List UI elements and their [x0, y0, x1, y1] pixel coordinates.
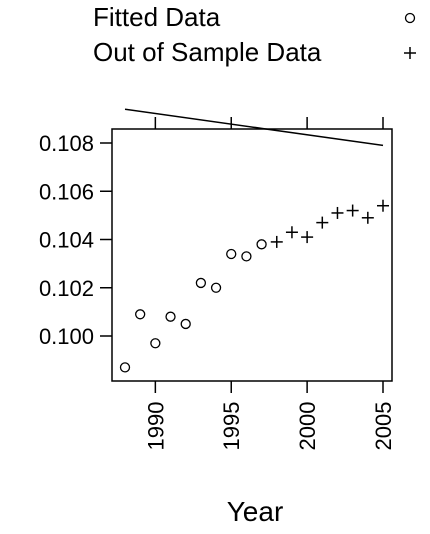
legend-label: Out of Sample Data — [93, 37, 322, 67]
y-tick-label: 0.106 — [39, 179, 94, 204]
data-point-fitted — [195, 277, 207, 289]
data-point-fitted — [135, 309, 146, 320]
data-point-out-of-sample — [301, 231, 314, 244]
data-point-fitted — [241, 251, 252, 262]
x-tick-label: 2005 — [371, 402, 396, 451]
data-point-fitted — [226, 248, 237, 260]
data-point-out-of-sample — [377, 199, 389, 212]
x-tick-label: 1995 — [219, 402, 244, 451]
plot-frame — [111, 128, 393, 382]
y-tick-label: 0.100 — [39, 324, 94, 349]
y-tick-label: 0.108 — [39, 131, 94, 156]
data-point-fitted — [180, 318, 191, 330]
data-point-out-of-sample — [270, 235, 283, 248]
data-point-fitted — [256, 239, 267, 250]
y-tick-label: 0.104 — [39, 228, 94, 253]
data-point-fitted — [150, 338, 161, 349]
x-tick-label: 2000 — [295, 402, 320, 451]
data-point-fitted — [165, 311, 176, 322]
data-point-out-of-sample — [361, 211, 374, 224]
x-axis: 1990 1995 2000 2005 — [143, 117, 396, 450]
legend-label: Fitted Data — [93, 2, 221, 32]
plot-area — [119, 108, 389, 373]
x-tick-label: 1990 — [143, 402, 168, 451]
legend-marker-circle — [404, 12, 416, 24]
fit-line — [124, 108, 384, 147]
y-tick-label: 0.102 — [39, 276, 94, 301]
y-axis: 0.100 0.102 0.104 0.106 0.108 — [39, 131, 112, 349]
x-axis-title: Year — [227, 496, 284, 527]
data-point-out-of-sample — [316, 216, 329, 229]
data-point-out-of-sample — [285, 226, 298, 239]
data-point-fitted — [210, 282, 222, 293]
data-point-fitted — [119, 362, 131, 373]
data-point-out-of-sample — [346, 204, 359, 217]
data-point-out-of-sample — [331, 206, 344, 219]
legend: Fitted Data Out of Sample Data — [93, 2, 416, 67]
legend-marker-plus — [404, 47, 416, 59]
